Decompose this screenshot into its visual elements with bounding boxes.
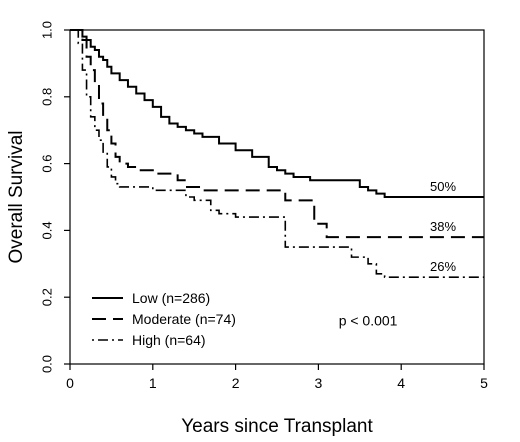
x-tick-label: 5: [480, 375, 488, 391]
y-tick-label: 0.2: [39, 288, 54, 306]
y-tick-label: 0.0: [39, 355, 54, 373]
y-tick-label: 1.0: [39, 21, 54, 39]
y-tick-label: 0.6: [39, 155, 54, 173]
x-axis-label: Years since Transplant: [181, 416, 373, 437]
legend-label: Moderate (n=74): [132, 311, 236, 327]
x-axis: 0 1 2 3 4 5: [66, 364, 488, 391]
x-tick-label: 2: [232, 375, 240, 391]
annotations: p < 0.001: [339, 313, 398, 329]
end-labels: 50% 38% 26%: [430, 179, 456, 274]
x-tick-label: 0: [66, 375, 74, 391]
series-layer: [70, 29, 484, 278]
x-tick-label: 3: [315, 375, 323, 391]
x-tick-label: 4: [397, 375, 405, 391]
p-value-annotation: p < 0.001: [339, 313, 398, 329]
plot-frame: [69, 29, 485, 365]
series-line-dot-dash: [70, 29, 484, 278]
end-label: 26%: [430, 259, 456, 274]
end-label: 38%: [430, 219, 456, 234]
series-line-dashed: [70, 29, 484, 239]
y-tick-label: 0.8: [39, 88, 54, 106]
series-line-solid: [70, 29, 484, 198]
y-axis: 0.0 0.2 0.4 0.6 0.8 1.0: [39, 21, 70, 373]
x-tick-label: 1: [149, 375, 157, 391]
legend: Low (n=286) Moderate (n=74) High (n=64): [92, 290, 236, 348]
legend-label: Low (n=286): [132, 290, 210, 306]
y-tick-label: 0.4: [39, 221, 54, 239]
legend-label: High (n=64): [132, 332, 206, 348]
y-axis-label: Overall Survival: [6, 130, 27, 263]
end-label: 50%: [430, 179, 456, 194]
